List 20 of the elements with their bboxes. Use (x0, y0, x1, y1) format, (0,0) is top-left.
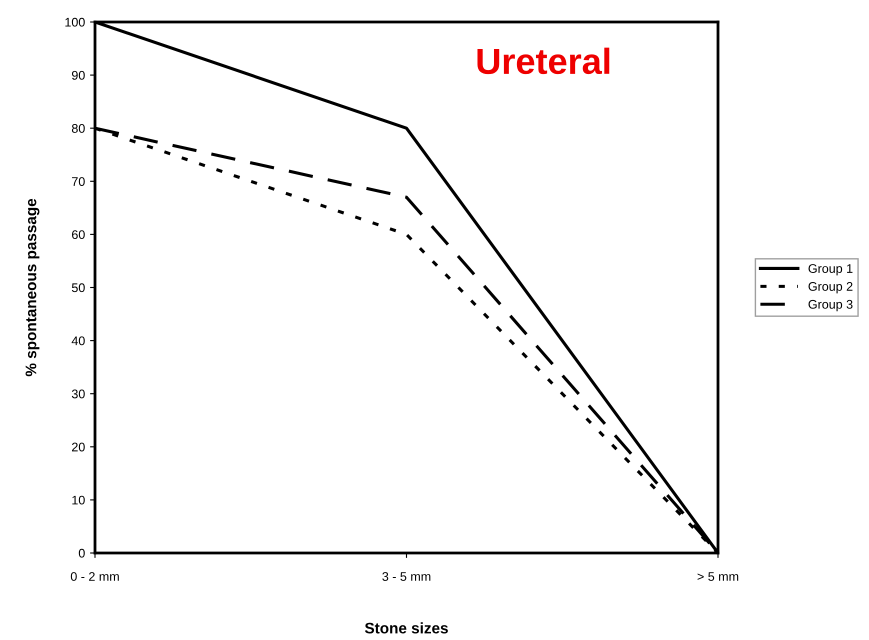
x-tick-label: 0 - 2 mm (70, 572, 119, 581)
y-tick-label: 100 (65, 18, 85, 27)
x-tick-label: > 5 mm (698, 572, 738, 581)
x-tick-label: 3 - 5 mm (382, 572, 430, 581)
text: Ureteral (477, 48, 610, 74)
legend-label: Group 3 (808, 300, 853, 312)
y-axis-title: % spontaneous passage (26, 198, 40, 376)
x-axis-title: Stone sizes (364, 622, 448, 634)
y-tick-label: 70 (72, 177, 85, 186)
y-tick-label: 0 (78, 548, 85, 558)
y-tick-label: 40 (72, 336, 85, 346)
y-tick-label: 20 (72, 442, 85, 452)
y-tick-label: 80 (72, 124, 85, 133)
legend-label: Group 2 (808, 282, 852, 294)
y-tick-label: 10 (72, 496, 85, 505)
y-tick-label: 30 (72, 390, 85, 398)
y-tick-label: 50 (72, 283, 85, 292)
y-tick-label: 60 (72, 230, 85, 240)
legend-label: Group 1 (808, 264, 852, 276)
y-tick-label: 90 (72, 70, 85, 80)
